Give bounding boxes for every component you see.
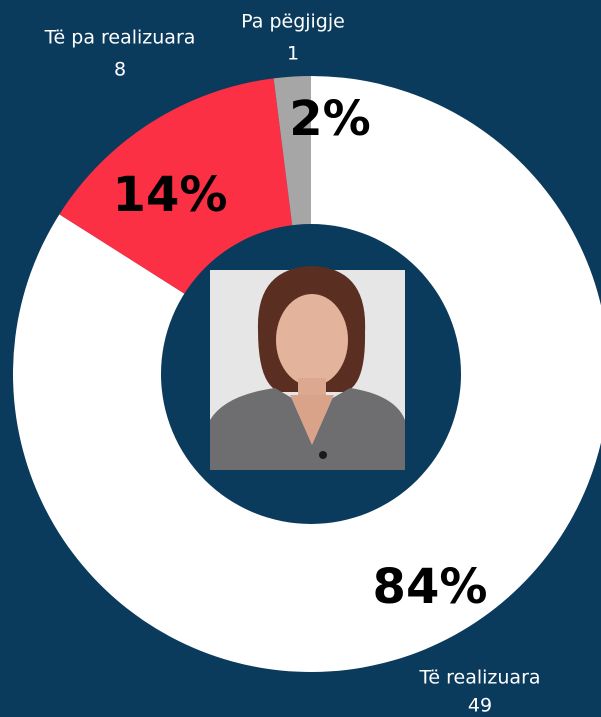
photo — [210, 266, 405, 470]
labels: 84% Të realizuara 49 14% Të pa realizuara 8 2%… — [44, 11, 541, 717]
count-label: 1 — [287, 43, 299, 65]
count-label: 49 — [468, 695, 492, 717]
percent-label: 84% — [373, 559, 488, 615]
category-label: Pa pëgjigje — [241, 11, 345, 33]
category-label: Të pa realizuara — [44, 27, 196, 49]
category-label: Të realizuara — [418, 667, 540, 689]
percent-label: 14% — [113, 167, 228, 223]
percent-label: 2% — [289, 91, 371, 147]
count-label: 8 — [114, 59, 126, 81]
